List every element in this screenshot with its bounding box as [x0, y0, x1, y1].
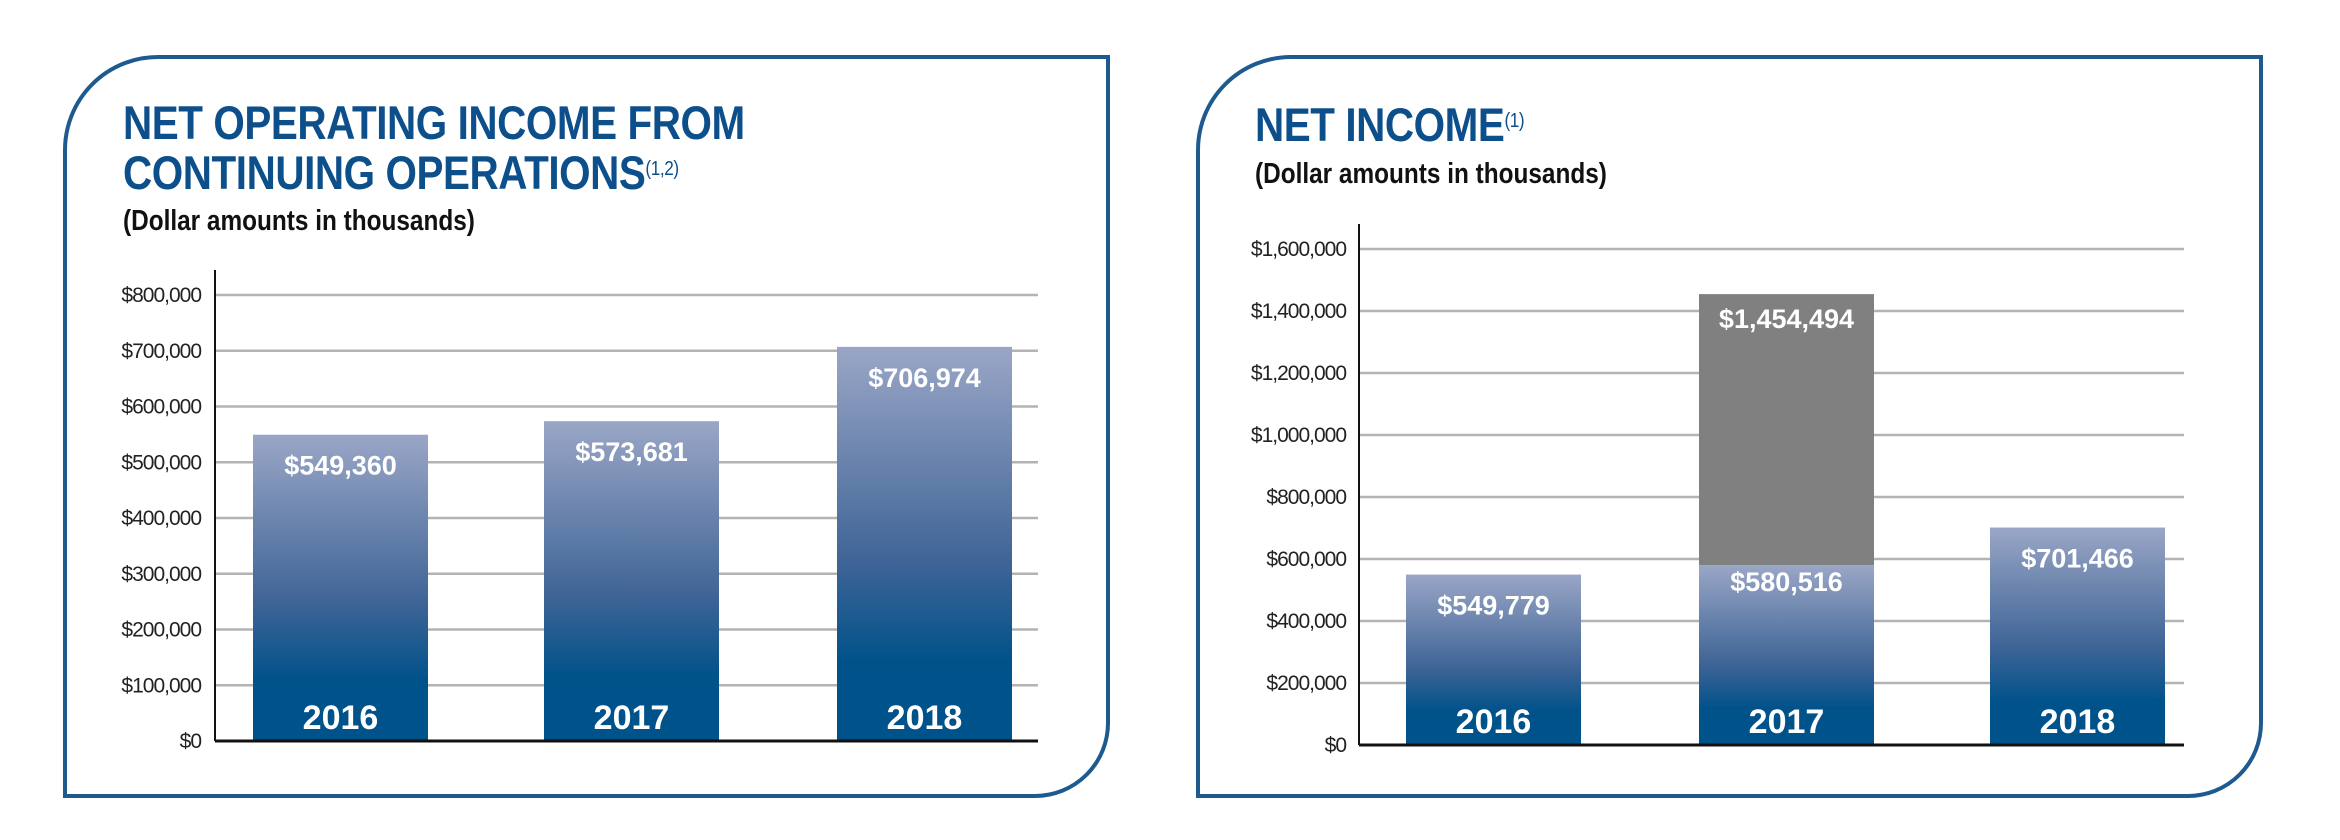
y-tick-label: $400,000 [121, 507, 201, 530]
data-label-2016: $549,360 [284, 451, 397, 481]
y-tick-label: $800,000 [121, 284, 201, 307]
y-tick-label: $1,600,000 [1251, 238, 1346, 261]
chart1-title-line2: CONTINUING OPERATIONS(1,2) [123, 148, 745, 198]
bar-2016 [1406, 574, 1581, 745]
bar-2017 [1699, 565, 1874, 745]
y-tick-label: $300,000 [121, 563, 201, 586]
bar-segment-extra-2017 [1699, 294, 1874, 566]
y-tick-label: $1,400,000 [1251, 300, 1346, 323]
y-tick-label: $700,000 [121, 340, 201, 363]
category-label-2016: 2016 [303, 699, 379, 737]
data-label-2017: $573,681 [575, 437, 688, 467]
bar-2018 [1990, 527, 2165, 745]
category-label-2017: 2017 [1749, 703, 1825, 741]
data-label-2018: $701,466 [2021, 544, 2134, 574]
y-tick-label: $200,000 [1266, 672, 1346, 695]
data-label-2018: $706,974 [868, 363, 981, 393]
net-income-panel [1196, 55, 2263, 798]
y-tick-label: $400,000 [1266, 610, 1346, 633]
y-tick-label: $800,000 [1266, 486, 1346, 509]
chart1-title-line2-text: CONTINUING OPERATIONS [123, 146, 646, 199]
category-label-2017: 2017 [594, 699, 670, 737]
y-tick-label: $600,000 [1266, 548, 1346, 571]
chart1-title-line1: NET OPERATING INCOME FROM [123, 96, 745, 149]
y-tick-label: $0 [1325, 734, 1347, 757]
data-label-2016: $549,779 [1437, 591, 1550, 621]
data-label-extra-2017: $1,454,494 [1719, 304, 1854, 334]
net-operating-income-panel [63, 55, 1110, 798]
chart2-title: NET INCOME(1) [1255, 98, 1525, 151]
y-tick-label: $200,000 [121, 619, 201, 642]
data-label-2017: $580,516 [1730, 567, 1843, 597]
y-tick-label: $1,200,000 [1251, 362, 1346, 385]
chart2-title-text: NET INCOME [1255, 98, 1505, 151]
bar-2017 [544, 421, 719, 741]
bar-2016 [253, 434, 428, 741]
category-label-2018: 2018 [887, 699, 963, 737]
chart2-footnote: (1) [1504, 110, 1525, 132]
chart1-subtitle: (Dollar amounts in thousands) [123, 205, 475, 237]
chart1-title: NET OPERATING INCOME FROM CONTINUING OPE… [123, 98, 745, 198]
y-tick-label: $100,000 [121, 674, 201, 697]
category-label-2018: 2018 [2040, 703, 2116, 741]
bar-2018 [837, 346, 1012, 741]
y-tick-label: $500,000 [121, 451, 201, 474]
chart1-footnote: (1,2) [645, 158, 679, 180]
chart2-subtitle: (Dollar amounts in thousands) [1255, 158, 1607, 190]
y-tick-label: $1,000,000 [1251, 424, 1346, 447]
y-tick-label: $0 [180, 730, 202, 753]
y-tick-label: $600,000 [121, 396, 201, 419]
category-label-2016: 2016 [1456, 703, 1532, 741]
